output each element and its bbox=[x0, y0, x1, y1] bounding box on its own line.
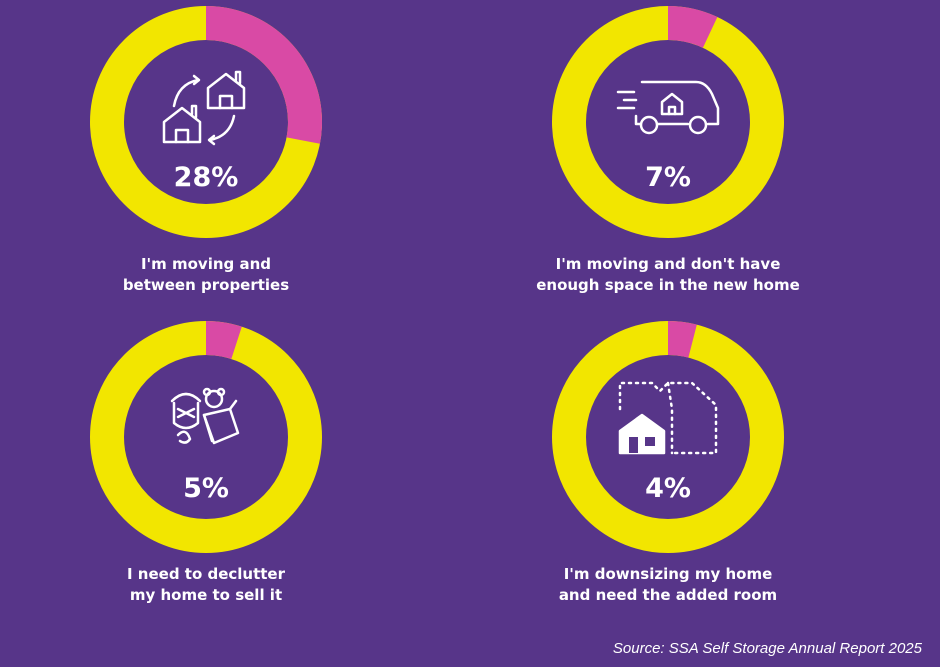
donut-chart-1: 28% bbox=[90, 6, 322, 238]
donut-1-svg bbox=[90, 6, 322, 238]
donut-chart-2: 7% bbox=[552, 6, 784, 238]
caption-3-line-1: I need to declutter bbox=[126, 565, 286, 583]
donut-4-value-segment bbox=[552, 321, 784, 553]
percentage-label-4: 4% bbox=[645, 473, 691, 504]
donut-2-svg bbox=[552, 6, 784, 238]
donut-3-value-segment bbox=[90, 321, 322, 553]
moving-van-icon bbox=[616, 80, 720, 135]
house-extension-icon bbox=[618, 381, 718, 455]
percentage-label-2: 7% bbox=[645, 162, 691, 193]
house-swap-icon bbox=[162, 70, 246, 146]
caption-3: I need to declutter my home to sell it bbox=[56, 564, 356, 606]
donut-chart-4: 4% bbox=[552, 321, 784, 553]
donut-1-value-segment bbox=[90, 6, 322, 238]
caption-4-line-1: I'm downsizing my home bbox=[563, 565, 773, 583]
caption-1-line-2: between properties bbox=[122, 276, 290, 294]
toys-box-icon bbox=[170, 387, 240, 445]
source-note: Source: SSA Self Storage Annual Report 2… bbox=[612, 640, 922, 657]
donut-chart-3: 5% bbox=[90, 321, 322, 553]
percentage-label-1: 28% bbox=[173, 162, 239, 193]
caption-2-line-2: enough space in the new home bbox=[536, 276, 800, 294]
donut-2-value-segment bbox=[552, 6, 784, 238]
donut-4-svg bbox=[552, 321, 784, 553]
caption-4-line-2: and need the added room bbox=[558, 586, 778, 604]
caption-1: I'm moving and between properties bbox=[56, 254, 356, 296]
caption-2: I'm moving and don't have enough space i… bbox=[518, 254, 818, 296]
percentage-label-3: 5% bbox=[183, 473, 229, 504]
donut-3-svg bbox=[90, 321, 322, 553]
caption-3-line-2: my home to sell it bbox=[129, 586, 283, 604]
caption-2-line-1: I'm moving and don't have bbox=[555, 255, 781, 273]
caption-1-line-1: I'm moving and bbox=[140, 255, 272, 273]
caption-4: I'm downsizing my home and need the adde… bbox=[518, 564, 818, 606]
